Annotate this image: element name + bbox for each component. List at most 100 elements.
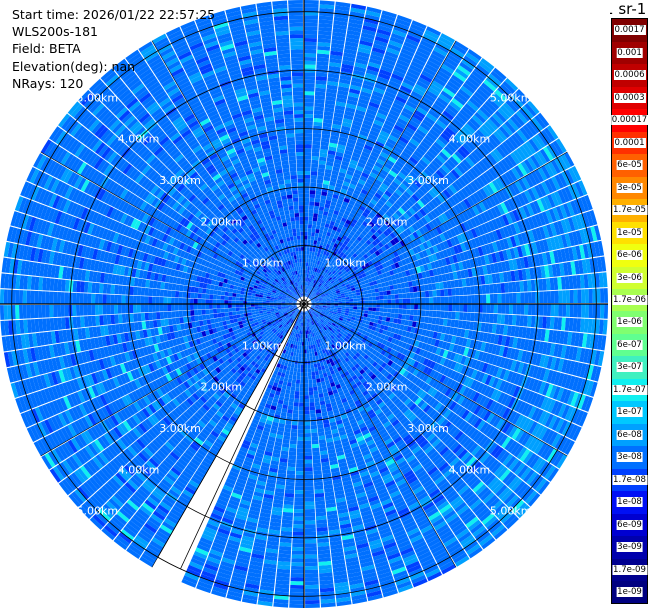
range-gate <box>327 271 332 276</box>
range-gate <box>599 288 605 303</box>
range-gate <box>321 130 331 136</box>
range-gate <box>520 161 531 174</box>
range-gate <box>334 286 339 290</box>
range-gate <box>353 298 358 302</box>
range-gate <box>311 152 320 157</box>
range-gate <box>366 192 374 199</box>
range-gate <box>390 313 395 318</box>
range-gate <box>350 236 357 242</box>
range-gate <box>290 386 296 391</box>
range-gate <box>409 286 414 293</box>
range-gate <box>448 140 460 151</box>
range-gate <box>342 60 355 66</box>
range-gate <box>308 216 313 221</box>
range-gate <box>383 250 390 257</box>
range-gate <box>291 421 298 426</box>
range-gate <box>524 292 529 304</box>
range-gate <box>394 308 399 314</box>
range-gate <box>291 550 304 555</box>
range-gate <box>482 172 492 184</box>
range-gate <box>432 310 437 318</box>
range-gate <box>333 260 338 266</box>
range-gate <box>436 310 441 318</box>
range-gate <box>413 131 424 141</box>
range-gate <box>307 293 310 298</box>
range-gate <box>314 95 326 100</box>
range-gate <box>292 543 304 548</box>
range-gate <box>309 286 312 291</box>
range-gate <box>492 283 498 294</box>
range-gate <box>304 235 308 240</box>
range-gate <box>390 294 396 300</box>
range-gate <box>347 233 353 240</box>
range-gate <box>315 405 321 410</box>
range-gate <box>451 137 462 148</box>
range-gate <box>497 86 511 100</box>
range-gate <box>406 309 411 315</box>
range-gate <box>352 295 357 299</box>
range-gate <box>365 10 381 18</box>
range-gate <box>368 202 376 209</box>
range-gate <box>362 259 368 265</box>
range-gate <box>311 375 316 380</box>
range-gate <box>454 115 467 126</box>
range-gate <box>329 272 334 278</box>
range-gate <box>350 155 360 162</box>
range-gate <box>316 292 320 296</box>
range-gate <box>484 121 496 133</box>
range-gate <box>349 159 358 166</box>
range-gate <box>383 54 398 63</box>
range-gate <box>343 222 350 229</box>
range-gate <box>364 165 373 172</box>
range-gate <box>392 250 399 258</box>
range-gate <box>337 270 343 276</box>
range-gate <box>322 183 329 189</box>
range-gate <box>341 63 354 70</box>
range-gate <box>431 80 444 90</box>
range-gate <box>327 212 334 218</box>
range-gate <box>304 197 310 202</box>
range-gate <box>318 206 325 211</box>
range-gate <box>374 288 380 293</box>
range-gate <box>399 154 409 163</box>
range-gate <box>398 196 406 205</box>
range-gate <box>386 312 391 318</box>
range-gate <box>323 207 330 213</box>
range-gate <box>335 218 341 225</box>
range-gate <box>313 295 317 298</box>
range-gate <box>304 433 311 437</box>
range-gate <box>360 126 371 134</box>
range-gate <box>398 293 403 299</box>
range-gate <box>489 304 494 314</box>
range-gate <box>406 123 418 132</box>
range-gate <box>334 267 339 272</box>
range-gate <box>459 304 464 312</box>
range-gate <box>304 406 310 411</box>
range-gate <box>391 149 401 158</box>
range-gate <box>315 83 327 89</box>
range-gate <box>510 134 522 147</box>
range-gate <box>298 414 304 418</box>
range-gate <box>379 311 384 317</box>
range-gate <box>328 142 338 148</box>
range-gate <box>323 283 328 288</box>
range-gate <box>442 110 454 121</box>
range-gate <box>320 145 329 151</box>
range-gate <box>350 127 360 134</box>
range-gate <box>490 133 502 146</box>
range-gate <box>320 198 326 204</box>
range-gate <box>310 258 314 264</box>
range-gate <box>299 349 302 354</box>
range-gate <box>405 144 416 153</box>
range-gate <box>392 163 402 172</box>
range-gate <box>409 241 416 249</box>
range-gate <box>299 395 304 399</box>
range-gate <box>310 282 314 287</box>
range-gate <box>508 293 513 304</box>
range-gate <box>435 226 443 235</box>
range-gate <box>337 249 342 255</box>
range-gate <box>379 291 384 296</box>
range-gate <box>447 311 452 319</box>
range-gate <box>389 76 403 85</box>
range-gate <box>367 158 376 165</box>
